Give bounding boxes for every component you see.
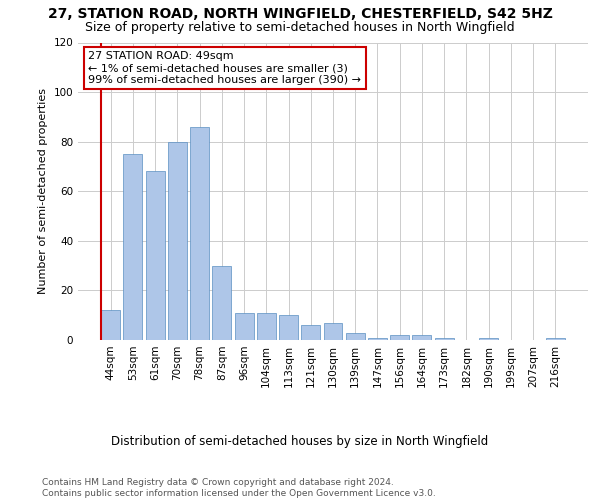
- Text: Contains HM Land Registry data © Crown copyright and database right 2024.
Contai: Contains HM Land Registry data © Crown c…: [42, 478, 436, 498]
- Bar: [212, 266, 231, 340]
- Text: Distribution of semi-detached houses by size in North Wingfield: Distribution of semi-detached houses by …: [112, 435, 488, 448]
- Bar: [479, 338, 498, 340]
- Bar: [257, 312, 276, 340]
- Bar: [323, 322, 343, 340]
- Bar: [546, 338, 565, 340]
- Bar: [279, 315, 298, 340]
- Bar: [368, 338, 387, 340]
- Bar: [390, 335, 409, 340]
- Text: 27, STATION ROAD, NORTH WINGFIELD, CHESTERFIELD, S42 5HZ: 27, STATION ROAD, NORTH WINGFIELD, CHEST…: [47, 8, 553, 22]
- Bar: [101, 310, 120, 340]
- Bar: [124, 154, 142, 340]
- Bar: [301, 325, 320, 340]
- Text: Size of property relative to semi-detached houses in North Wingfield: Size of property relative to semi-detach…: [85, 21, 515, 34]
- Bar: [190, 127, 209, 340]
- Y-axis label: Number of semi-detached properties: Number of semi-detached properties: [38, 88, 48, 294]
- Bar: [235, 312, 254, 340]
- Text: 27 STATION ROAD: 49sqm
← 1% of semi-detached houses are smaller (3)
99% of semi-: 27 STATION ROAD: 49sqm ← 1% of semi-deta…: [88, 52, 361, 84]
- Bar: [346, 332, 365, 340]
- Bar: [146, 172, 164, 340]
- Bar: [412, 335, 431, 340]
- Bar: [435, 338, 454, 340]
- Bar: [168, 142, 187, 340]
